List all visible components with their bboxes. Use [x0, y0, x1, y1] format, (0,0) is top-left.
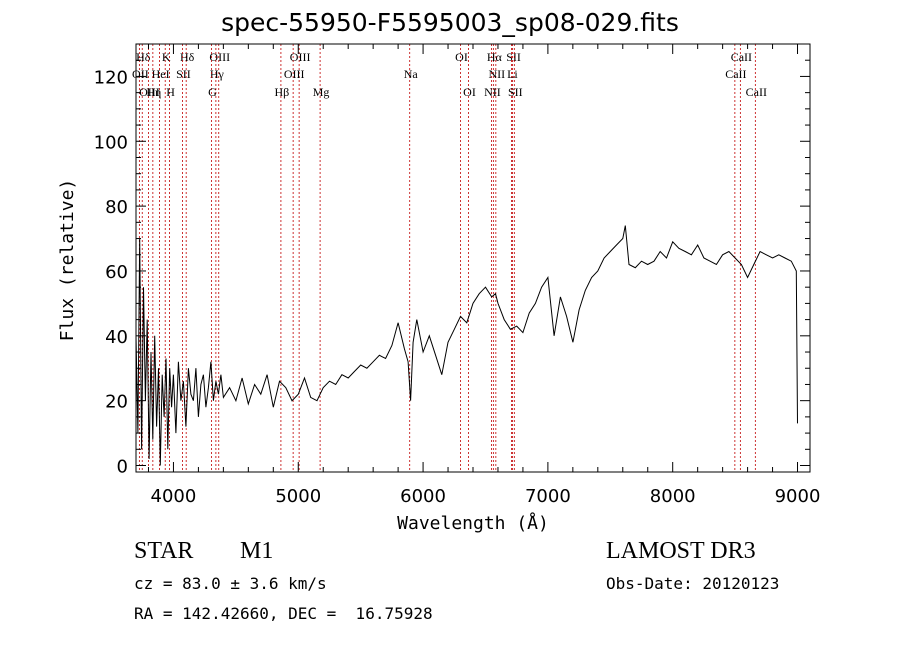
x-tick-label: 6000 — [400, 486, 446, 507]
spectral-line-label: CaII — [731, 50, 752, 64]
spectral-line-label: NII — [489, 67, 506, 81]
y-tick-label: 60 — [105, 262, 128, 283]
spectral-line-label: K — [162, 50, 171, 64]
object-class: STAR — [134, 538, 194, 564]
y-axis-label: Flux (relative) — [57, 179, 78, 342]
x-axis-label: Wavelength (Å) — [397, 512, 549, 534]
spectral-line-label: H — [166, 85, 175, 99]
chart-title: spec-55950-F5595003_sp08-029.fits — [221, 8, 679, 37]
survey-name: LAMOST DR3 — [606, 538, 756, 564]
x-tick-label: 8000 — [650, 486, 696, 507]
x-tick-label: 9000 — [775, 486, 821, 507]
coords-text: RA = 142.42660, DEC = 16.75928 — [134, 604, 433, 623]
x-tick-label: 5000 — [275, 486, 321, 507]
x-tick-label: 7000 — [525, 486, 571, 507]
y-tick-label: 20 — [105, 392, 128, 413]
redshift-text: cz = 83.0 ± 3.6 km/s — [134, 574, 327, 593]
obs-date-text: Obs-Date: 20120123 — [606, 574, 780, 593]
spectral-line-label: OIII — [284, 67, 305, 81]
x-tick-label: 4000 — [151, 486, 197, 507]
spectral-line-label: Na — [404, 67, 419, 81]
y-tick-label: 100 — [94, 132, 128, 153]
y-tick-label: 40 — [105, 327, 128, 348]
object-subclass: M1 — [240, 538, 274, 564]
spectral-line-label: HeI — [152, 67, 170, 81]
y-tick-label: 120 — [94, 67, 128, 88]
spectrum-line — [135, 225, 798, 466]
spectral-line-label: OI — [455, 50, 468, 64]
y-tick-label: 80 — [105, 197, 128, 218]
spectral-line-label: SII — [506, 50, 521, 64]
spectral-line-label: G — [208, 85, 217, 99]
spectral-line-label: Hδ — [180, 50, 195, 64]
axes-layer: 4000 5000 6000 7000 8000 9000 0 20 40 60 80 100 120 — [94, 44, 821, 507]
spectral-line-label: CaII — [746, 85, 767, 99]
spectral-line-label: Hη — [146, 85, 161, 99]
spectral-line-label: Mg — [313, 85, 330, 99]
y-tick-label: 0 — [117, 457, 128, 478]
spectral-line-label: Li — [507, 67, 518, 81]
spectral-line-label: OIII — [139, 85, 160, 99]
spectral-line-label: CaII — [725, 67, 746, 81]
spectral-line-label: Hα — [487, 50, 503, 64]
spectral-line-label: OII — [132, 67, 149, 81]
spectral-line-label: Hγ — [210, 67, 225, 81]
spectral-line-label: SII — [508, 85, 523, 99]
spectral-line-label: OIII — [209, 50, 230, 64]
spectral-line-label: NII — [484, 85, 501, 99]
spectral-line-label: OIII — [290, 50, 311, 64]
spectral-line-label: OI — [463, 85, 476, 99]
spectral-line-label: Hβ — [275, 85, 290, 99]
plot-frame — [135, 43, 811, 473]
spectral-line-label: SII — [176, 67, 191, 81]
spectrum-layer — [135, 225, 798, 466]
